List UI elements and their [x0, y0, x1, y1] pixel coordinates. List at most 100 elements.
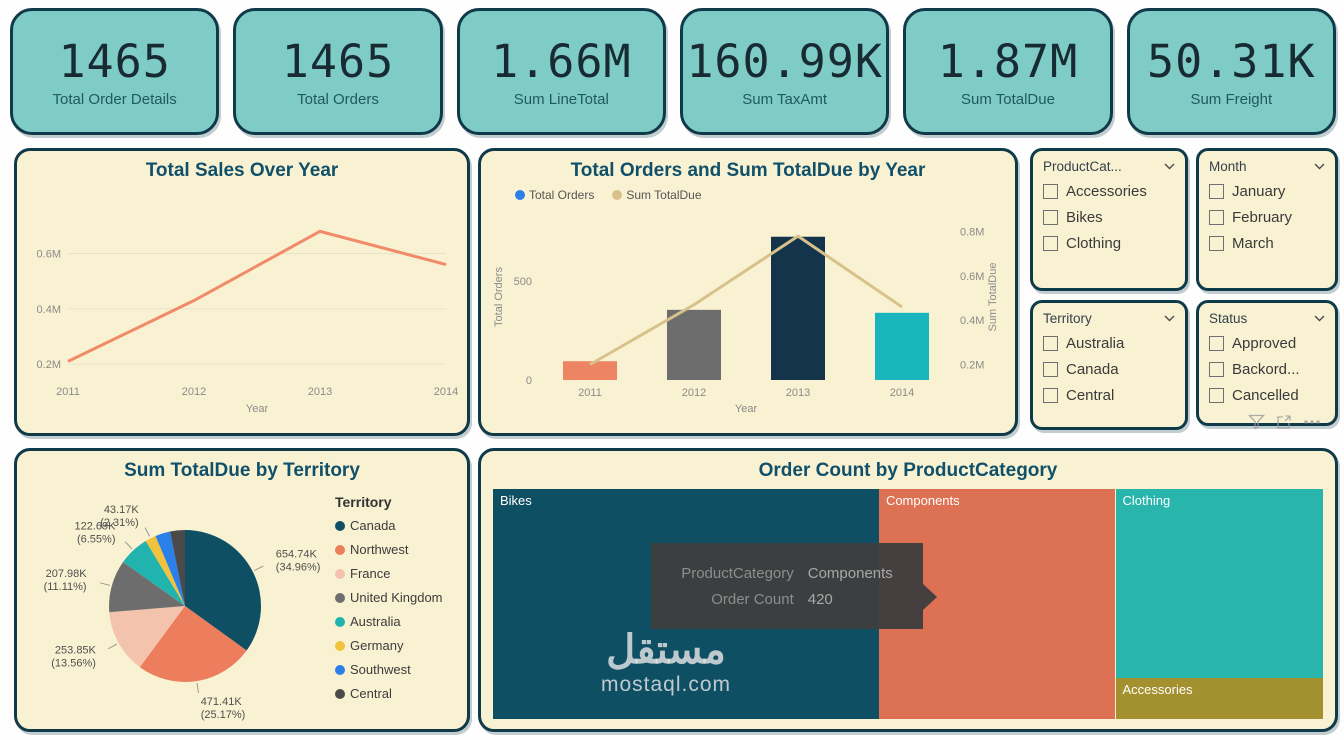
legend-item-central[interactable]: Central — [335, 686, 463, 701]
legend-item-australia[interactable]: Australia — [335, 614, 463, 629]
filter-icon[interactable] — [1248, 414, 1265, 430]
svg-text:Year: Year — [246, 403, 269, 415]
pie-slice-northwest[interactable] — [139, 606, 247, 682]
checkbox-icon[interactable] — [1043, 210, 1058, 225]
bar-2013[interactable] — [771, 236, 825, 380]
bar-2012[interactable] — [667, 309, 721, 380]
treemap-tile-clothing[interactable]: Clothing — [1115, 489, 1323, 678]
checkbox-icon[interactable] — [1043, 362, 1058, 377]
kpi-card-sum-freight[interactable]: 50.31K Sum Freight — [1126, 8, 1336, 135]
checkbox-icon[interactable] — [1209, 210, 1224, 225]
svg-text:253.85K: 253.85K — [55, 645, 97, 657]
pie-slice-central[interactable] — [170, 530, 185, 606]
slicer-option-march[interactable]: March — [1209, 235, 1325, 252]
more-options-icon[interactable] — [1303, 419, 1321, 425]
svg-text:2012: 2012 — [682, 387, 706, 399]
svg-text:(25.17%): (25.17%) — [201, 709, 246, 721]
slicer-option-clothing[interactable]: Clothing — [1043, 235, 1175, 252]
slicer-title: Territory — [1043, 311, 1092, 326]
checkbox-icon[interactable] — [1043, 184, 1058, 199]
svg-text:Sum TotalDue: Sum TotalDue — [987, 263, 999, 332]
chevron-down-icon[interactable] — [1314, 315, 1325, 322]
svg-text:0.6M: 0.6M — [960, 271, 984, 283]
chevron-down-icon[interactable] — [1164, 315, 1175, 322]
legend-label: Northwest — [350, 542, 409, 557]
bar-2011[interactable] — [563, 361, 617, 380]
kpi-card-sum-linetotal[interactable]: 1.66M Sum LineTotal — [456, 8, 666, 135]
kpi-card-total-orders[interactable]: 1465 Total Orders — [233, 8, 443, 135]
svg-text:2012: 2012 — [182, 386, 206, 398]
line-chart-title: Total Sales Over Year — [145, 160, 339, 181]
kpi-label: Sum LineTotal — [513, 91, 609, 108]
legend-label: Total Orders — [529, 188, 595, 202]
legend-dot-icon — [335, 592, 345, 603]
legend-item-canada[interactable]: Canada — [335, 518, 463, 533]
svg-text:471.41K: 471.41K — [201, 696, 243, 708]
territory-pie-chart[interactable]: 654.74K(34.96%) 471.41K(25.17%) 253.85K(13… — [17, 484, 335, 726]
kpi-card-sum-taxamt[interactable]: 160.99K Sum TaxAmt — [679, 8, 890, 135]
legend-label: Australia — [350, 614, 401, 629]
slicer-status: Status Approved Backord... Cancelled — [1196, 300, 1338, 426]
totaldue-line[interactable] — [589, 234, 903, 366]
total-sales-chart-panel: Total Sales Over Year 0.2M 0.4M 0.6M 2011 20… — [14, 148, 470, 436]
slicer-option-label: Canada — [1066, 361, 1119, 378]
slicer-option-central[interactable]: Central — [1043, 387, 1175, 404]
legend-item-united-kingdom[interactable]: United Kingdom — [335, 590, 463, 605]
legend-item-germany[interactable]: Germany — [335, 638, 463, 653]
slicer-option-canada[interactable]: Canada — [1043, 361, 1175, 378]
focus-mode-icon[interactable] — [1276, 414, 1292, 430]
chevron-down-icon[interactable] — [1164, 163, 1175, 170]
slicer-option-bikes[interactable]: Bikes — [1043, 209, 1175, 226]
kpi-card-total-order-details[interactable]: 1465 Total Order Details — [10, 8, 220, 135]
legend-item-southwest[interactable]: Southwest — [335, 662, 463, 677]
kpi-card-sum-totaldue[interactable]: 1.87M Sum TotalDue — [903, 8, 1113, 135]
chevron-down-icon[interactable] — [1314, 163, 1325, 170]
total-sales-line-chart[interactable]: 0.2M 0.4M 0.6M 2011 2012 2013 2014 Year — [24, 196, 460, 418]
orders-totaldue-combo-chart[interactable]: 0 500 0.2M 0.4M 0.6M 0.8M 2011 2012 2013 2014 Year… — [490, 206, 1006, 416]
pie-slice-united-kingdom[interactable] — [109, 562, 185, 613]
slicer-option-label: March — [1232, 235, 1274, 252]
kpi-value: 50.31K — [1147, 35, 1316, 88]
pie-chart-title: Sum TotalDue by Territory — [124, 460, 360, 481]
slicer-option-approved[interactable]: Approved — [1209, 335, 1325, 352]
legend-label: Germany — [350, 638, 404, 653]
slicer-option-label: February — [1232, 209, 1293, 226]
checkbox-icon[interactable] — [1209, 388, 1224, 403]
treemap-tile-accessories[interactable]: Accessories — [1115, 677, 1323, 719]
slicer-option-australia[interactable]: Australia — [1043, 335, 1175, 352]
pie-slice-canada[interactable] — [185, 530, 261, 651]
legend-item-northwest[interactable]: Northwest — [335, 542, 463, 557]
svg-text:2013: 2013 — [308, 386, 332, 398]
legend-item-sum-totaldue[interactable]: Sum TotalDue — [612, 188, 702, 202]
slicer-option-backord[interactable]: Backord... — [1209, 361, 1325, 378]
checkbox-icon[interactable] — [1209, 336, 1224, 351]
pie-slice-southwest[interactable] — [155, 531, 186, 607]
slicer-option-accessories[interactable]: Accessories — [1043, 183, 1175, 200]
svg-text:0.6M: 0.6M — [37, 249, 61, 261]
bar-2014[interactable] — [875, 312, 929, 380]
checkbox-icon[interactable] — [1209, 362, 1224, 377]
pie-slice-france[interactable] — [109, 606, 185, 668]
checkbox-icon[interactable] — [1043, 336, 1058, 351]
legend-item-total-orders[interactable]: Total Orders — [515, 188, 594, 202]
legend-item-france[interactable]: France — [335, 566, 463, 581]
kpi-label: Sum TaxAmt — [742, 91, 828, 108]
sales-line[interactable] — [67, 229, 447, 363]
slicer-option-cancelled[interactable]: Cancelled — [1209, 387, 1325, 404]
checkbox-icon[interactable] — [1209, 236, 1224, 251]
checkbox-icon[interactable] — [1043, 236, 1058, 251]
checkbox-icon[interactable] — [1043, 388, 1058, 403]
checkbox-icon[interactable] — [1209, 184, 1224, 199]
svg-text:0.2M: 0.2M — [37, 359, 61, 371]
legend-dot-icon — [335, 640, 345, 651]
kpi-value: 1.66M — [491, 35, 632, 88]
slicer-title: Status — [1209, 311, 1248, 326]
orders-totaldue-chart-panel: Total Orders and Sum TotalDue by Year To… — [478, 148, 1018, 436]
slicer-option-february[interactable]: February — [1209, 209, 1325, 226]
svg-text:(34.96%): (34.96%) — [276, 562, 321, 574]
pie-slice-australia[interactable] — [123, 541, 185, 606]
slicer-option-january[interactable]: January — [1209, 183, 1325, 200]
slicer-option-label: Cancelled — [1232, 387, 1299, 404]
pie-slice-germany[interactable] — [145, 536, 185, 606]
treemap-tile-label: Accessories — [1122, 681, 1193, 697]
